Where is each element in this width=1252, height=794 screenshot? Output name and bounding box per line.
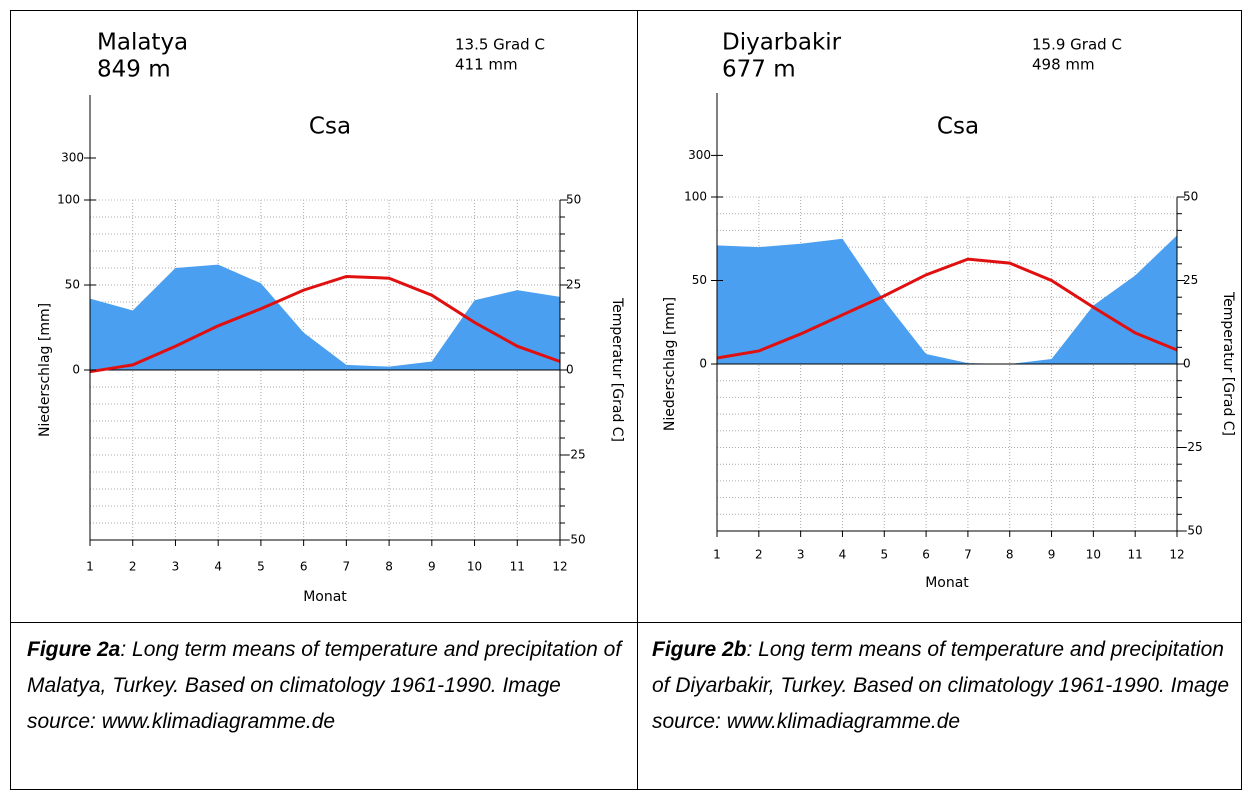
x-tick-label: 1 bbox=[86, 560, 94, 574]
y2-tick-label: 50 bbox=[1183, 190, 1198, 204]
y-tick-label: 50 bbox=[65, 278, 80, 292]
x-tick-label: 6 bbox=[300, 560, 308, 574]
annual-precipitation: 411 mm bbox=[455, 56, 518, 74]
caption-label: Figure 2a bbox=[27, 638, 121, 661]
border bbox=[1241, 10, 1242, 790]
y-tick-label: 300 bbox=[688, 148, 711, 162]
y2-tick-label: -25 bbox=[1183, 440, 1203, 454]
x-tick-label: 3 bbox=[797, 548, 805, 562]
x-tick-label: 10 bbox=[467, 560, 482, 574]
x-axis-label: Monat bbox=[303, 589, 347, 605]
y2-tick-label: 0 bbox=[1183, 357, 1191, 371]
x-tick-label: 10 bbox=[1086, 548, 1101, 562]
x-tick-label: 8 bbox=[385, 560, 393, 574]
border bbox=[10, 10, 1242, 11]
x-tick-label: 5 bbox=[257, 560, 265, 574]
y2-tick-label: -50 bbox=[566, 533, 586, 547]
elevation: 849 m bbox=[97, 57, 171, 83]
precipitation-area bbox=[90, 264, 560, 370]
y2-axis-label: Temperatur [Grad C] bbox=[609, 297, 625, 442]
y2-tick-label: 25 bbox=[566, 278, 581, 292]
x-tick-label: 9 bbox=[428, 560, 436, 574]
y-tick-label: 300 bbox=[61, 151, 84, 165]
x-tick-label: 4 bbox=[214, 560, 222, 574]
annual-precipitation: 498 mm bbox=[1032, 56, 1095, 74]
station-name: Diyarbakir bbox=[722, 30, 842, 56]
border bbox=[637, 10, 638, 790]
x-tick-label: 2 bbox=[755, 548, 763, 562]
x-tick-label: 8 bbox=[1006, 548, 1014, 562]
y-tick-label: 100 bbox=[684, 190, 707, 204]
mean-temperature: 13.5 Grad C bbox=[455, 36, 545, 54]
x-tick-label: 12 bbox=[552, 560, 567, 574]
caption-text: : Long term means of temperature and pre… bbox=[27, 638, 622, 733]
y2-tick-label: 0 bbox=[566, 363, 574, 377]
caption: Figure 2b: Long term means of temperatur… bbox=[652, 632, 1247, 740]
y-tick-label: 0 bbox=[699, 357, 707, 371]
climate-class: Csa bbox=[937, 114, 979, 140]
x-tick-label: 2 bbox=[129, 560, 137, 574]
temperature-line bbox=[89, 274, 561, 374]
y-tick-label: 50 bbox=[692, 273, 707, 287]
x-tick-label: 7 bbox=[343, 560, 351, 574]
y2-tick-label: -50 bbox=[1183, 524, 1203, 538]
y-tick-label: 0 bbox=[72, 363, 80, 377]
x-tick-label: 4 bbox=[839, 548, 847, 562]
elevation: 677 m bbox=[722, 57, 796, 83]
y-tick-label: 100 bbox=[57, 193, 80, 207]
precipitation-area bbox=[717, 235, 1177, 364]
station-name: Malatya bbox=[97, 30, 188, 56]
border bbox=[10, 622, 1242, 623]
x-tick-label: 6 bbox=[922, 548, 930, 562]
x-tick-label: 3 bbox=[172, 560, 180, 574]
y2-tick-label: 50 bbox=[566, 193, 581, 207]
border bbox=[10, 789, 1242, 790]
y-axis-label: Niederschlag [mm] bbox=[37, 303, 53, 437]
climate-class: Csa bbox=[309, 114, 351, 140]
y2-tick-label: 25 bbox=[1183, 273, 1198, 287]
y2-axis-label: Temperatur [Grad C] bbox=[1220, 291, 1236, 436]
x-axis-label: Monat bbox=[925, 575, 969, 591]
x-tick-label: 11 bbox=[510, 560, 525, 574]
caption-label: Figure 2b bbox=[652, 638, 747, 661]
caption: Figure 2a: Long term means of temperatur… bbox=[27, 632, 622, 740]
x-tick-label: 11 bbox=[1128, 548, 1143, 562]
x-tick-label: 12 bbox=[1169, 548, 1184, 562]
temperature-line bbox=[716, 257, 1178, 360]
y-axis-label: Niederschlag [mm] bbox=[662, 297, 678, 431]
x-tick-label: 9 bbox=[1048, 548, 1056, 562]
mean-temperature: 15.9 Grad C bbox=[1032, 36, 1122, 54]
x-tick-label: 5 bbox=[880, 548, 888, 562]
border bbox=[10, 10, 11, 790]
x-tick-label: 7 bbox=[964, 548, 972, 562]
caption-text: : Long term means of temperature and pre… bbox=[652, 638, 1230, 733]
y2-tick-label: -25 bbox=[566, 448, 586, 462]
x-tick-label: 1 bbox=[713, 548, 721, 562]
